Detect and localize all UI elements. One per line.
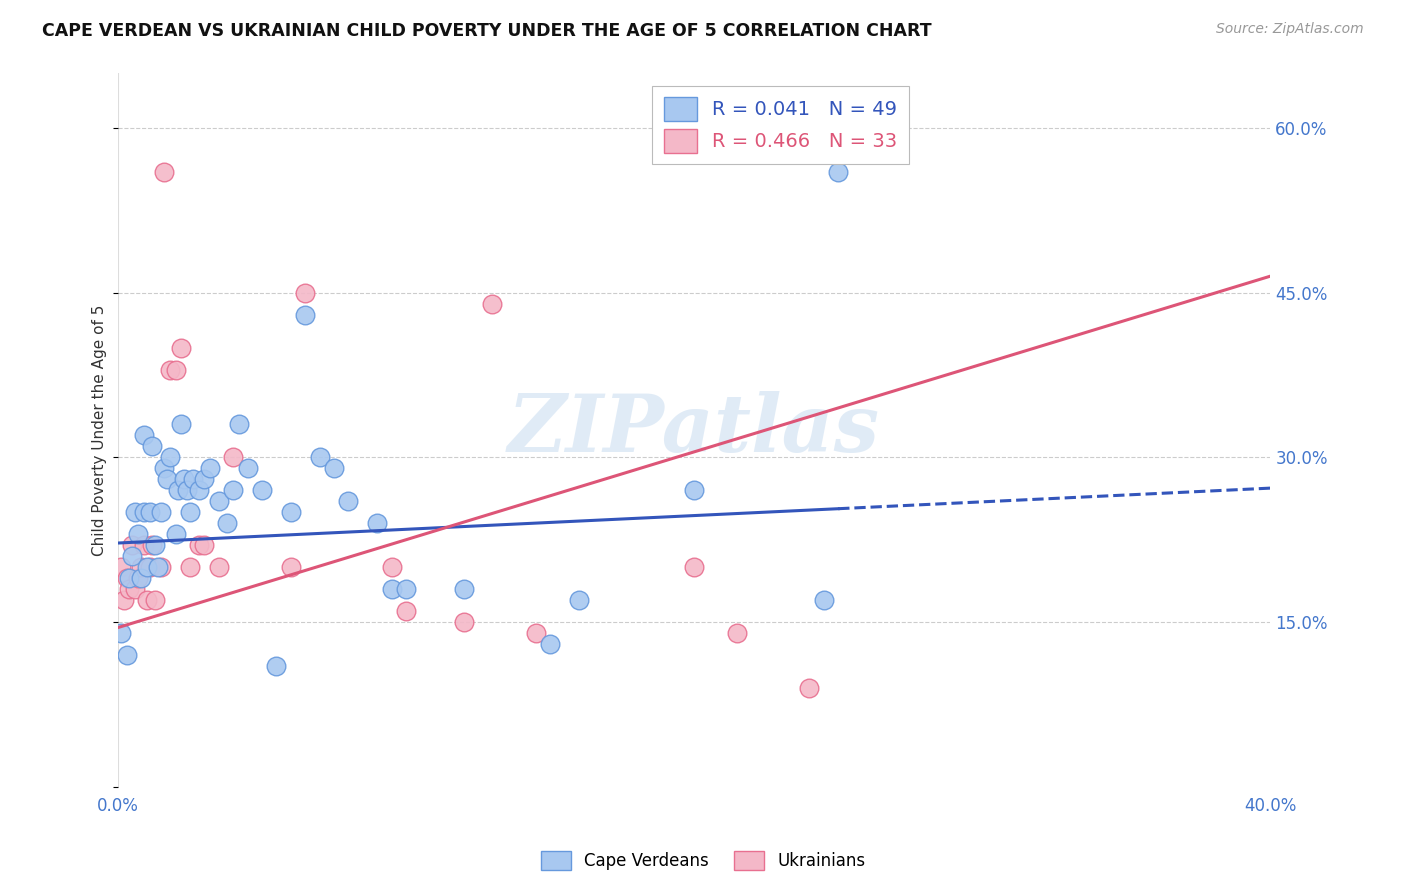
Point [381, 560, 404, 574]
Point [395, 604, 418, 618]
Text: CAPE VERDEAN VS UKRAINIAN CHILD POVERTY UNDER THE AGE OF 5 CORRELATION CHART: CAPE VERDEAN VS UKRAINIAN CHILD POVERTY … [42, 22, 932, 40]
Point [173, 472, 195, 486]
Point [236, 461, 259, 475]
Point [129, 571, 152, 585]
Point [132, 538, 155, 552]
Point [813, 593, 835, 607]
Point [337, 494, 360, 508]
Point [129, 560, 152, 574]
Point [156, 472, 179, 486]
Point [683, 483, 706, 498]
Point [141, 439, 163, 453]
Point [153, 461, 176, 475]
Point [121, 549, 143, 564]
Point [148, 560, 170, 574]
Point [135, 593, 157, 607]
Point [121, 538, 143, 552]
Point [159, 362, 181, 376]
Point [366, 516, 388, 531]
Point [294, 308, 316, 322]
Point [150, 560, 173, 574]
Point [228, 417, 250, 432]
Point [167, 483, 190, 498]
Point [193, 472, 215, 486]
Point [115, 648, 138, 662]
Point [250, 483, 273, 498]
Point [453, 582, 475, 596]
Point [524, 626, 547, 640]
Point [181, 472, 204, 486]
Point [568, 593, 591, 607]
Point [132, 428, 155, 442]
Point [110, 560, 132, 574]
Point [193, 538, 215, 552]
Point [395, 582, 418, 596]
Point [799, 681, 821, 695]
Text: ZIPatlas: ZIPatlas [508, 392, 880, 468]
Point [124, 582, 146, 596]
Point [308, 450, 330, 465]
Point [141, 538, 163, 552]
Point [132, 505, 155, 519]
Point [266, 659, 288, 673]
Point [217, 516, 239, 531]
Point [187, 483, 209, 498]
Point [138, 505, 160, 519]
Legend: Cape Verdeans, Ukrainians: Cape Verdeans, Ukrainians [534, 844, 872, 877]
Point [280, 560, 302, 574]
Legend: R = 0.041   N = 49, R = 0.466   N = 33: R = 0.041 N = 49, R = 0.466 N = 33 [652, 86, 908, 164]
Point [110, 626, 132, 640]
Point [683, 560, 706, 574]
Point [135, 560, 157, 574]
Point [725, 626, 748, 640]
Point [481, 296, 503, 310]
Point [453, 615, 475, 629]
Point [179, 505, 201, 519]
Point [143, 538, 166, 552]
Point [222, 483, 245, 498]
Point [159, 450, 181, 465]
Point [208, 494, 231, 508]
Point [170, 341, 193, 355]
Point [127, 527, 149, 541]
Point [115, 571, 138, 585]
Point [323, 461, 346, 475]
Point [118, 571, 141, 585]
Point [112, 593, 135, 607]
Point [165, 527, 187, 541]
Point [153, 165, 176, 179]
Text: Source: ZipAtlas.com: Source: ZipAtlas.com [1216, 22, 1364, 37]
Point [118, 582, 141, 596]
Point [143, 593, 166, 607]
Point [127, 571, 149, 585]
Point [124, 505, 146, 519]
Point [150, 505, 173, 519]
Y-axis label: Child Poverty Under the Age of 5: Child Poverty Under the Age of 5 [93, 304, 107, 556]
Point [187, 538, 209, 552]
Point [280, 505, 302, 519]
Point [827, 165, 849, 179]
Point [176, 483, 198, 498]
Point [198, 461, 221, 475]
Point [222, 450, 245, 465]
Point [179, 560, 201, 574]
Point [294, 285, 316, 300]
Point [138, 560, 160, 574]
Point [381, 582, 404, 596]
Point [165, 362, 187, 376]
Point [208, 560, 231, 574]
Point [538, 637, 561, 651]
Point [170, 417, 193, 432]
